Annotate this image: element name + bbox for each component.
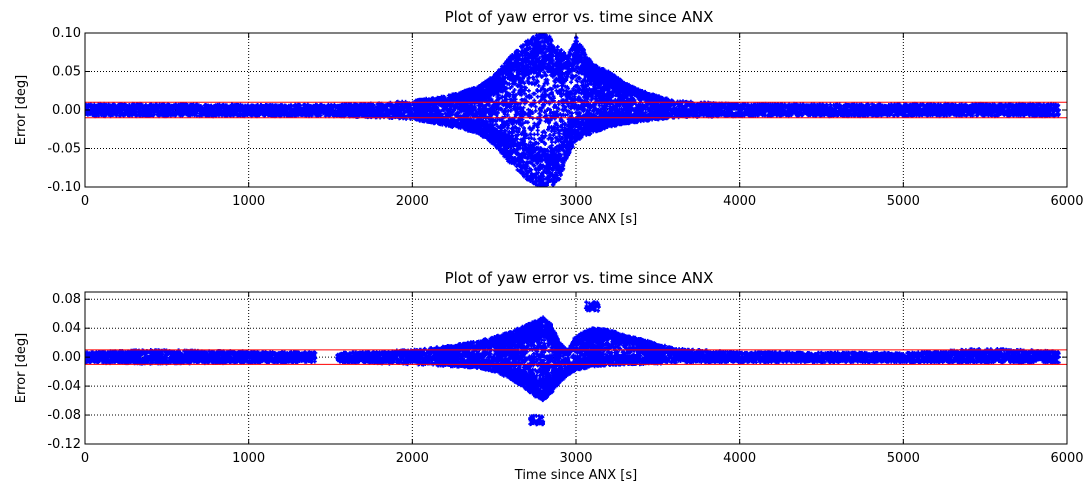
chart-panel-1: Plot of yaw error vs. time since ANX 0 10… (14, 8, 1083, 227)
chart-1-series-points (85, 33, 1061, 187)
chart-1-x-tick-label: 3000 (559, 194, 592, 209)
chart-1-y-axis-label: Error [deg] (14, 75, 29, 145)
chart-1-y-tick-label: 0.00 (52, 103, 81, 118)
chart-1-y-ticks: -0.10 -0.05 0.00 0.05 0.10 (47, 26, 1067, 195)
chart-2-series-points (85, 300, 1061, 427)
chart-2-y-tick-label: -0.04 (47, 379, 81, 394)
chart-2-x-tick-label: 1000 (232, 451, 265, 466)
chart-2-x-tick-label: 6000 (1050, 451, 1083, 466)
chart-1-x-axis-label: Time since ANX [s] (514, 212, 637, 227)
chart-2-y-tick-label: 0.00 (52, 350, 81, 365)
chart-2-x-tick-label: 4000 (723, 451, 756, 466)
chart-1-y-tick-label: -0.05 (47, 142, 81, 157)
chart-2-x-axis-label: Time since ANX [s] (514, 468, 637, 483)
chart-1-x-tick-label: 4000 (723, 194, 756, 209)
chart-1-reference-lines (85, 101, 1067, 119)
chart-2-reference-lines (85, 349, 1067, 365)
chart-2-y-ticks: -0.12 -0.08 -0.04 0.00 0.04 0.08 (47, 292, 1067, 452)
chart-1-x-tick-label: 1000 (232, 194, 265, 209)
chart-2-x-tick-label: 3000 (559, 451, 592, 466)
chart-1-data (85, 33, 1061, 187)
chart-2-y-tick-label: -0.12 (47, 437, 81, 452)
chart-1-title: Plot of yaw error vs. time since ANX (445, 8, 714, 26)
chart-2-title: Plot of yaw error vs. time since ANX (445, 269, 714, 287)
chart-1-x-tick-label: 5000 (887, 194, 920, 209)
chart-1-x-tick-label: 0 (81, 194, 89, 209)
chart-1-x-tick-label: 2000 (396, 194, 429, 209)
chart-2-y-axis-label: Error [deg] (14, 333, 29, 403)
chart-1-x-tick-label: 6000 (1050, 194, 1083, 209)
chart-2-x-tick-label: 2000 (396, 451, 429, 466)
chart-2-yaw-error-points (85, 300, 1061, 427)
chart-1-y-tick-label: 0.05 (52, 65, 81, 80)
chart-panel-2: Plot of yaw error vs. time since ANX 0 10… (14, 269, 1083, 483)
chart-2-y-tick-label: 0.08 (52, 292, 81, 307)
chart-2-y-tick-label: 0.04 (52, 321, 81, 336)
chart-2-y-tick-label: -0.08 (47, 408, 81, 423)
chart-2-x-ticks: 0 1000 2000 3000 4000 5000 6000 (81, 292, 1083, 466)
chart-2-data (85, 300, 1061, 427)
chart-1-x-ticks: 0 1000 2000 3000 4000 5000 6000 (81, 33, 1083, 209)
chart-2-x-tick-label: 0 (81, 451, 89, 466)
chart-1-y-tick-label: 0.10 (52, 26, 81, 41)
chart-2-x-tick-label: 5000 (887, 451, 920, 466)
chart-1-y-tick-label: -0.10 (47, 180, 81, 195)
chart-1-yaw-error-points (85, 33, 1061, 187)
